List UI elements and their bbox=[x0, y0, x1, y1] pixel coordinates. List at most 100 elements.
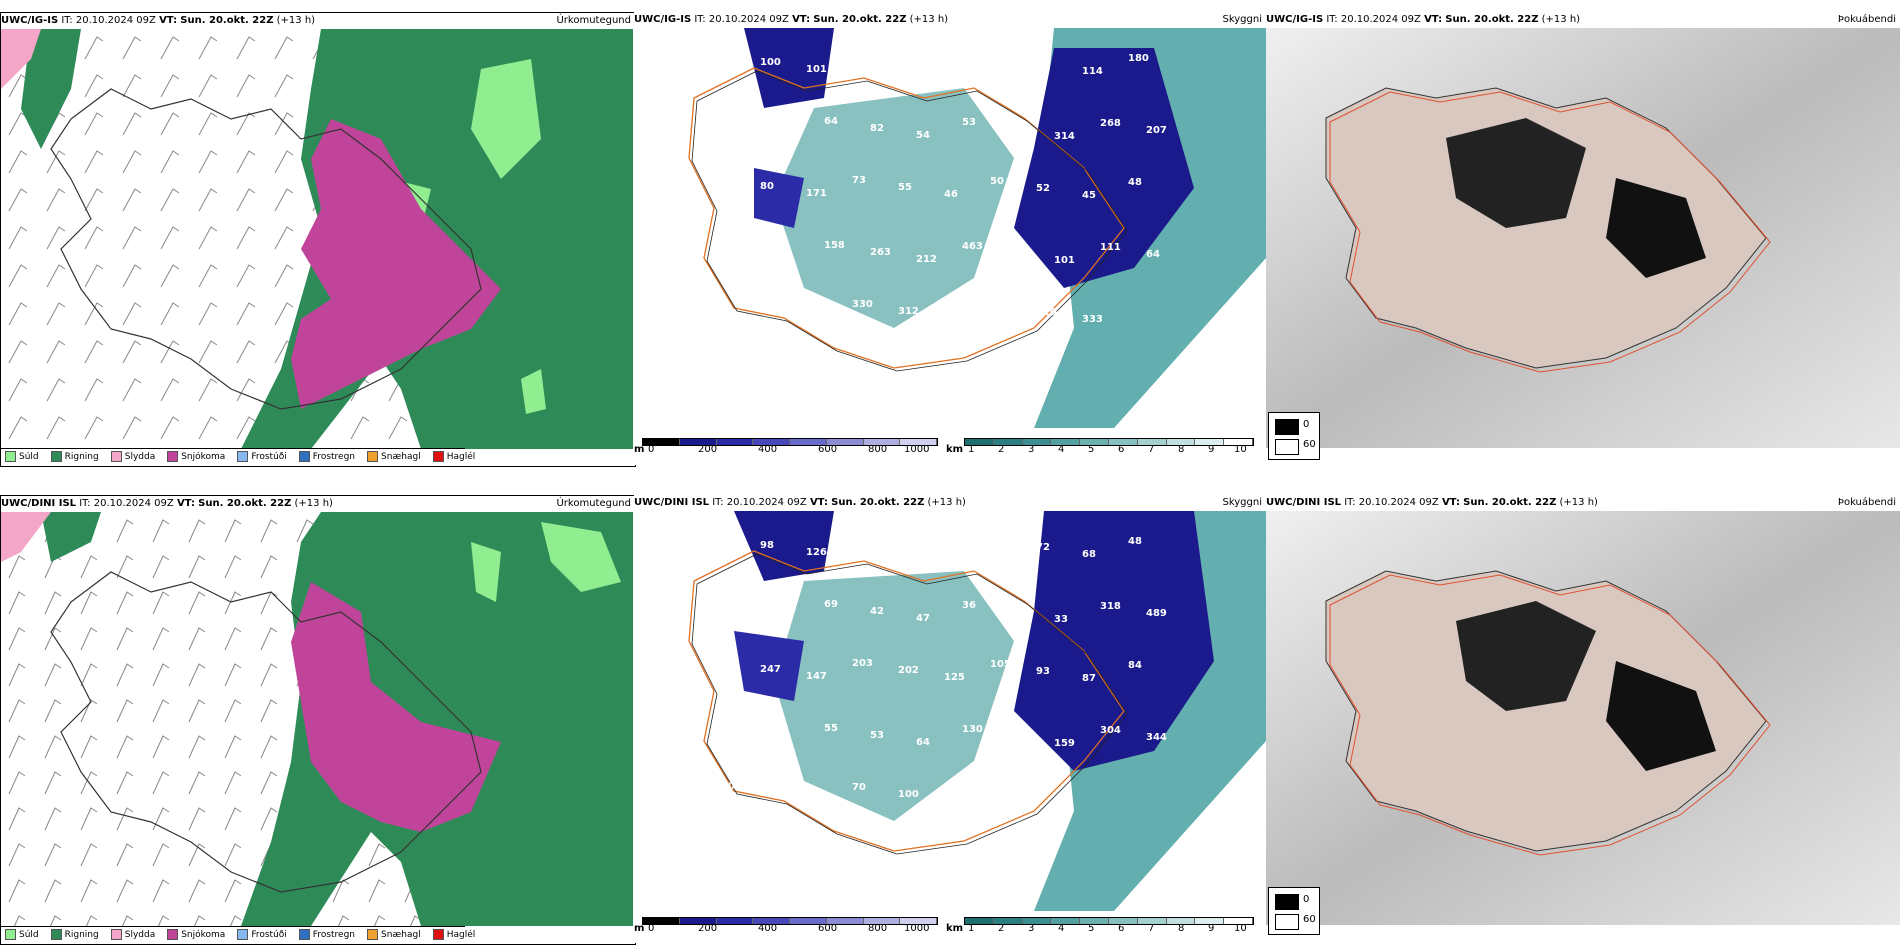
legend-label: Frostregn bbox=[312, 452, 356, 462]
lead-time: (+13 h) bbox=[1559, 497, 1598, 508]
ceiling-colorbar: m 0 200 400 600 800 1000 bbox=[634, 917, 938, 934]
fog-label-high: 0 bbox=[1303, 894, 1310, 905]
fog-map bbox=[1266, 28, 1900, 448]
legend-item: Súld bbox=[5, 449, 39, 465]
ceiling-value-label: 330 bbox=[852, 299, 873, 310]
ceiling-tick: 0 bbox=[648, 923, 655, 934]
ceiling-value-label: 263 bbox=[870, 247, 891, 258]
ceiling-value-label: 35 bbox=[1008, 607, 1022, 618]
ceiling-value-label: 69 bbox=[778, 253, 792, 264]
ceiling-value-label: 129 bbox=[898, 58, 919, 69]
precip-map bbox=[1, 29, 633, 449]
swatch-snow-pellets bbox=[367, 451, 379, 462]
panel-title: Þokuábendi bbox=[1837, 14, 1896, 25]
ceiling-value-label: 318 bbox=[1100, 601, 1121, 612]
ceiling-value-label: 48 bbox=[1128, 536, 1142, 547]
valid-time-prefix: VT: bbox=[159, 15, 178, 26]
ceiling-value-label: 312 bbox=[898, 306, 919, 317]
ceiling-value-label: 64 bbox=[944, 548, 958, 559]
visibility-tick: 3 bbox=[1028, 444, 1035, 455]
ceiling-value-label: 54 bbox=[714, 298, 728, 309]
ceiling-tick: 1000 bbox=[904, 444, 930, 455]
legend-item: Frostregn bbox=[298, 449, 356, 465]
ceiling-value-label: 463 bbox=[962, 241, 983, 252]
fog-swatch-low bbox=[1275, 914, 1299, 930]
visibility-panel-top: UWC/IG-IS IT: 20.10.2024 09Z VT: Sun. 20… bbox=[634, 12, 1266, 465]
fog-panel-top: UWC/IG-IS IT: 20.10.2024 09Z VT: Sun. 20… bbox=[1266, 12, 1900, 465]
ceiling-value-label: 47 bbox=[990, 535, 1004, 546]
swatch-freezing-rain bbox=[298, 451, 310, 462]
ceiling-value-label: 370 bbox=[714, 781, 735, 792]
ceiling-value-label: 36 bbox=[962, 600, 976, 611]
visibility-tick: 4 bbox=[1058, 444, 1065, 455]
ceiling-value-label: 79 bbox=[1008, 248, 1022, 259]
legend-label: Snjókoma bbox=[181, 930, 226, 940]
visibility-tick: 10 bbox=[1234, 444, 1247, 455]
ceiling-value-label: 69 bbox=[824, 599, 838, 610]
ceiling-value-label: 48 bbox=[778, 612, 792, 623]
valid-time: Sun. 20.okt. 22Z bbox=[198, 498, 292, 509]
model-name: UWC/DINI ISL bbox=[634, 497, 710, 508]
ceiling-value-label: 105 bbox=[990, 659, 1011, 670]
visibility-tick: 2 bbox=[998, 444, 1005, 455]
ceiling-value-label: 47 bbox=[916, 613, 930, 624]
ceiling-value-label: 60 bbox=[778, 736, 792, 747]
visibility-tick: 5 bbox=[1088, 444, 1095, 455]
legend-item: Slydda bbox=[110, 927, 155, 943]
ceiling-value-label: 70 bbox=[852, 782, 866, 793]
fog-legend: 0 60 bbox=[1268, 412, 1320, 460]
swatch-hail bbox=[432, 451, 444, 462]
ceiling-value-label: 74 bbox=[732, 729, 746, 740]
init-time-prefix: IT: bbox=[712, 497, 724, 508]
ceiling-value-label: 333 bbox=[1082, 314, 1103, 325]
visibility-tick: 7 bbox=[1148, 444, 1155, 455]
legend-label: Haglél bbox=[446, 452, 476, 462]
ceiling-value-label: 125 bbox=[990, 300, 1011, 311]
lead-time: (+13 h) bbox=[909, 14, 949, 25]
ceiling-value-label: 110 bbox=[1036, 307, 1057, 318]
ceiling-value-label: 203 bbox=[1008, 731, 1029, 742]
visibility-tick: 1 bbox=[968, 923, 975, 934]
valid-time: Sun. 20.okt. 22Z bbox=[1445, 14, 1539, 25]
legend-label: Snjókoma bbox=[181, 452, 226, 462]
swatch-drizzle bbox=[5, 451, 16, 462]
ceiling-value-label: 100 bbox=[760, 57, 781, 68]
ceiling-value-label: 50 bbox=[990, 176, 1004, 187]
panel-header: UWC/DINI ISL IT: 20.10.2024 09Z VT: Sun.… bbox=[1, 496, 635, 512]
panel-title: Þokuábendi bbox=[1837, 497, 1896, 508]
legend-item: Snæhagl bbox=[367, 927, 421, 943]
legend-label: Súld bbox=[19, 930, 39, 940]
ceiling-value-label: 73 bbox=[990, 52, 1004, 63]
visibility-tick: 9 bbox=[1208, 444, 1215, 455]
ceiling-value-label: 489 bbox=[1146, 608, 1167, 619]
ceiling-value-label: 202 bbox=[898, 665, 919, 676]
ceiling-value-label: 54 bbox=[916, 130, 930, 141]
ceiling-value-label: 185 bbox=[990, 783, 1011, 794]
legend-item: Haglél bbox=[432, 449, 476, 465]
ceiling-value-label: 101 bbox=[714, 533, 735, 544]
valid-time: Sun. 20.okt. 22Z bbox=[813, 14, 907, 25]
init-time: 20.10.2024 09Z bbox=[708, 14, 789, 25]
ceiling-value-label: 314 bbox=[1054, 131, 1075, 142]
swatch-rain bbox=[50, 451, 62, 462]
visibility-colorbar: km 1 2 3 4 5 6 7 8 9 10 bbox=[946, 917, 1264, 934]
panel-title: Skyggni bbox=[1222, 14, 1262, 25]
visibility-tick: 9 bbox=[1208, 923, 1215, 934]
ceiling-value-label: 212 bbox=[916, 254, 937, 265]
ceiling-value-label: 180 bbox=[1128, 53, 1149, 64]
ceiling-colorbar-strip bbox=[642, 917, 938, 925]
model-name: UWC/IG-IS bbox=[634, 14, 692, 25]
ceiling-value-label: 47 bbox=[732, 246, 746, 257]
swatch-sleet bbox=[110, 451, 122, 462]
ceiling-value-label: 73 bbox=[852, 175, 866, 186]
model-name: UWC/DINI ISL bbox=[1266, 497, 1342, 508]
legend-label: Frostúði bbox=[251, 452, 287, 462]
legend-label: Frostregn bbox=[312, 930, 356, 940]
init-time: 20.10.2024 09Z bbox=[75, 15, 156, 26]
visibility-tick: 1 bbox=[968, 444, 975, 455]
ceiling-value-label: 123 bbox=[852, 51, 873, 62]
ceiling-value-label: 344 bbox=[1146, 732, 1167, 743]
fog-label-low: 60 bbox=[1303, 914, 1316, 925]
ceiling-map: 101 98 126 144 86 64 47 72 68 48 47 48 69 42 47 36 35 33 3… bbox=[634, 511, 1266, 911]
visibility-colorbar-strip bbox=[964, 917, 1254, 925]
